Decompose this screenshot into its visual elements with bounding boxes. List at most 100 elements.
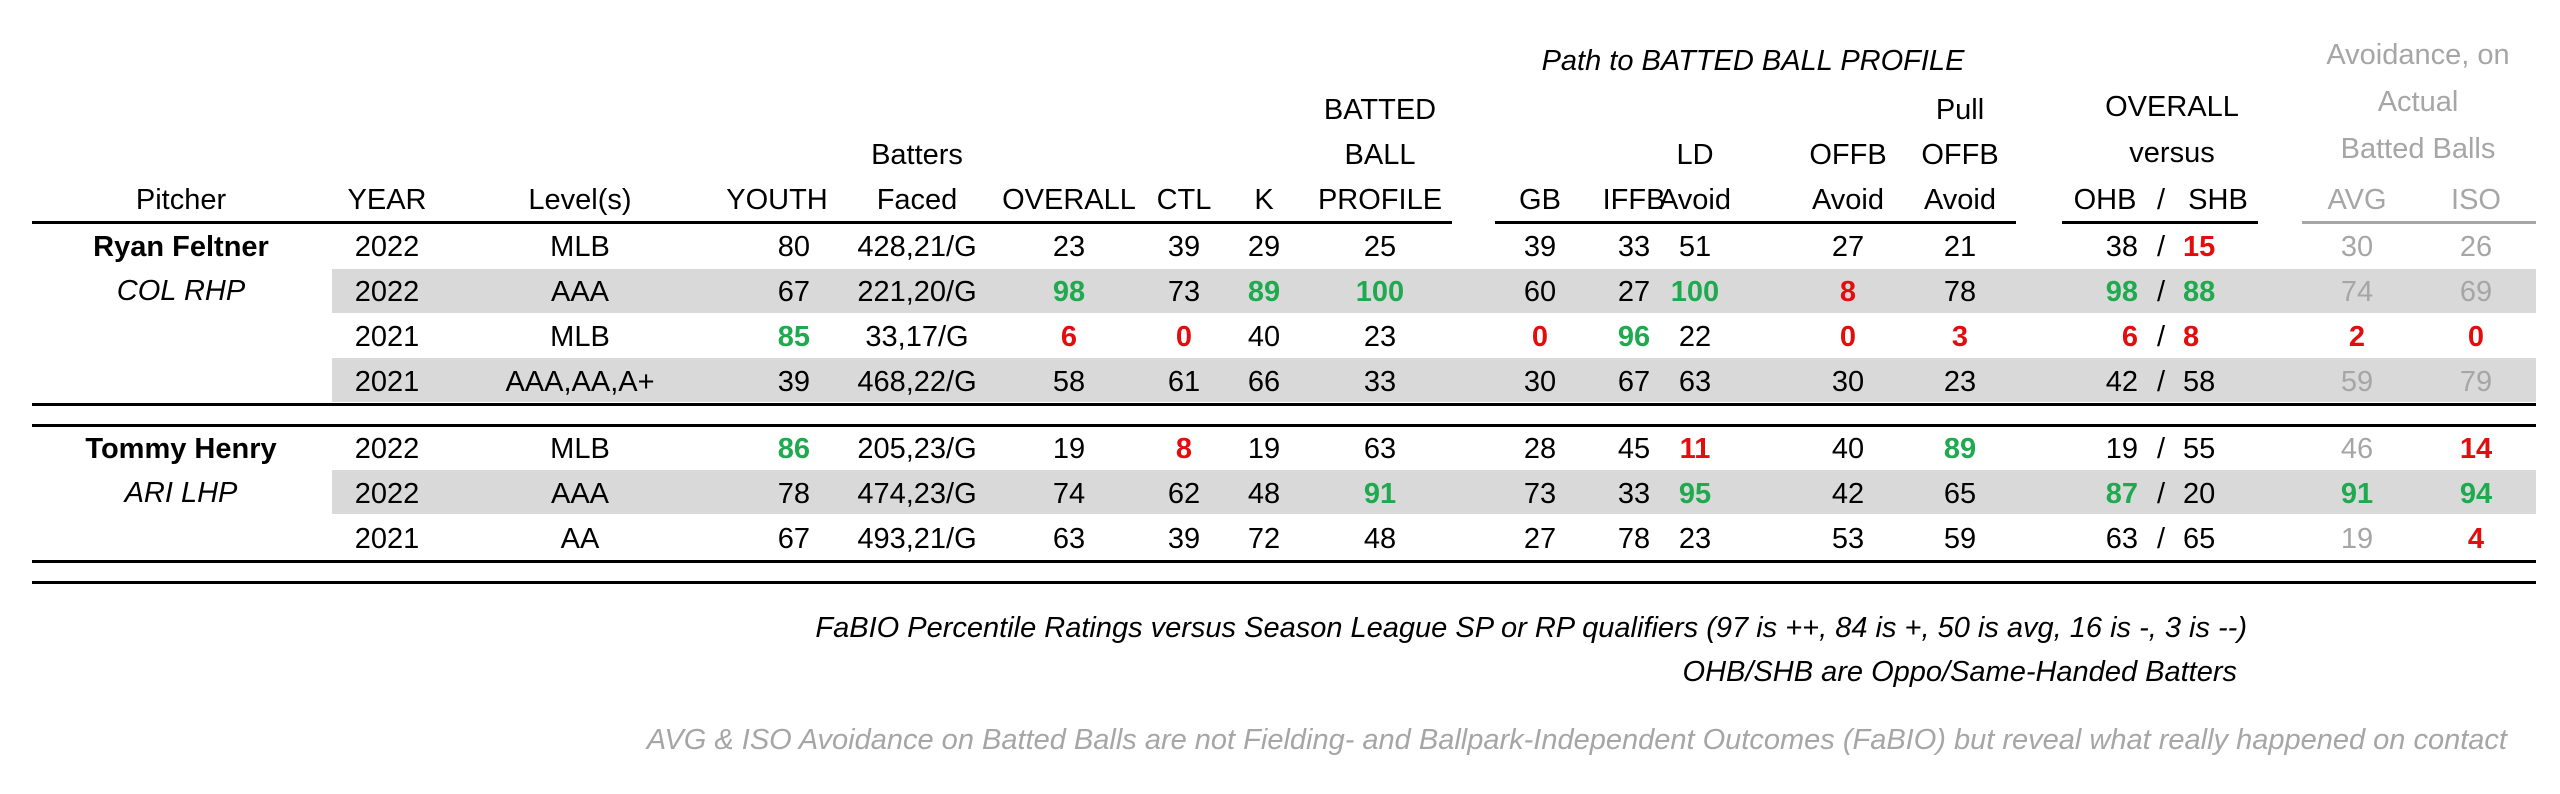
cell-youth: 78 [777,478,810,510]
cell-ohb: 42 [2105,366,2138,398]
header-bbp-line2: BALL [1344,139,1416,171]
cell-ctl: 8 [1175,433,1193,465]
header-bbp-line1: BATTED [1323,94,1437,126]
cell-overall: 74 [1052,478,1086,510]
footnote-ohb-shb: OHB/SHB are Oppo/Same-Handed Batters [1682,656,2237,688]
cell-youth: 67 [777,523,810,555]
cell-youth: 39 [777,366,810,398]
header-offb-line2: Avoid [1811,184,1885,216]
cell-k: 48 [1247,478,1281,510]
cell-iso: 0 [2467,321,2485,353]
cell-iso: 26 [2459,231,2493,263]
cell-year: 2021 [354,321,420,353]
cell-iffb: 33 [1617,231,1651,263]
cell-avg: 19 [2340,523,2374,555]
cell-slash: / [2156,433,2166,465]
cell-year: 2021 [354,523,420,555]
cell-iso: 69 [2459,276,2493,308]
cell-pull: 59 [1943,523,1977,555]
cell-ctl: 61 [1167,366,1201,398]
cell-youth: 80 [777,231,810,263]
header-underline-main [32,221,1452,224]
cell-level: MLB [550,321,610,353]
cell-k: 29 [1247,231,1281,263]
group-separator [32,424,2536,427]
cell-bbp: 100 [1355,276,1405,308]
group-separator [32,403,2536,406]
cell-ctl: 73 [1167,276,1201,308]
cell-offb: 53 [1831,523,1865,555]
cell-k: 89 [1247,276,1281,308]
header-pull-line1: Pull [1935,94,1985,126]
header-ctl: CTL [1156,184,1212,216]
header-underline-avoidance [2302,221,2536,224]
cell-bf: 468,22/G [857,366,977,398]
cell-avg: 2 [2348,321,2366,353]
cell-ld: 23 [1678,523,1712,555]
header-slash: / [2156,184,2166,216]
cell-ohb: 6 [2121,321,2138,353]
cell-ld: 95 [1678,478,1712,510]
cell-avg: 74 [2340,276,2374,308]
cell-ctl: 62 [1167,478,1201,510]
cell-iso: 4 [2467,523,2485,555]
cell-ohb: 63 [2105,523,2138,555]
header-ohb: OHB [2073,184,2137,216]
cell-year: 2022 [354,231,420,263]
header-ld-line2: Avoid [1658,184,1732,216]
cell-level: AAA [550,276,610,308]
cell-iso: 94 [2459,478,2493,510]
cell-bbp: 48 [1363,523,1397,555]
cell-slash: / [2156,231,2166,263]
header-offb-line1: OFFB [1809,139,1887,171]
header-gb: GB [1519,184,1561,216]
cell-pull: 21 [1943,231,1977,263]
cell-overall: 23 [1052,231,1086,263]
cell-bbp: 33 [1363,366,1397,398]
pitcher-team: ARI LHP [124,477,238,509]
cell-ohb: 87 [2105,478,2138,510]
cell-youth: 85 [777,321,810,353]
cell-bf: 221,20/G [857,276,977,308]
cell-gb: 0 [1531,321,1549,353]
cell-ctl: 0 [1175,321,1193,353]
cell-offb: 0 [1839,321,1857,353]
cell-bf: 33,17/G [865,321,969,353]
cell-bbp: 23 [1363,321,1397,353]
pitcher-team: COL RHP [116,275,246,307]
cell-gb: 39 [1523,231,1557,263]
header-overall-versus-line1: OVERALL [2105,91,2239,123]
header-pull-line2: OFFB [1921,139,1999,171]
cell-ld: 11 [1679,433,1711,465]
cell-pull: 89 [1943,433,1977,465]
cell-youth: 86 [777,433,810,465]
header-ld-line1: LD [1676,139,1714,171]
cell-bbp: 63 [1363,433,1397,465]
header-avoidance-line3: Batted Balls [2340,133,2496,165]
cell-offb: 8 [1839,276,1857,308]
cell-year: 2022 [354,276,420,308]
row-band [332,470,2536,514]
cell-iffb: 67 [1617,366,1651,398]
cell-bf: 205,23/G [857,433,977,465]
header-pull-line3: Avoid [1923,184,1997,216]
cell-offb: 40 [1831,433,1865,465]
cell-level: AAA [550,478,610,510]
cell-shb: 15 [2183,231,2216,263]
header-iffb: IFFB [1602,184,1666,216]
cell-pull: 65 [1943,478,1977,510]
header-k: K [1254,184,1274,216]
cell-iffb: 78 [1617,523,1651,555]
cell-ohb: 38 [2105,231,2138,263]
pitcher-name: Tommy Henry [85,433,277,465]
cell-ld: 100 [1670,276,1720,308]
footnote-ratings: FaBIO Percentile Ratings versus Season L… [815,612,2247,644]
cell-k: 66 [1247,366,1281,398]
cell-level: AA [560,523,600,555]
cell-shb: 20 [2183,478,2216,510]
header-level: Level(s) [528,184,632,216]
row-band [332,269,2536,313]
cell-pull: 3 [1951,321,1969,353]
cell-ctl: 39 [1167,231,1201,263]
cell-offb: 27 [1831,231,1865,263]
